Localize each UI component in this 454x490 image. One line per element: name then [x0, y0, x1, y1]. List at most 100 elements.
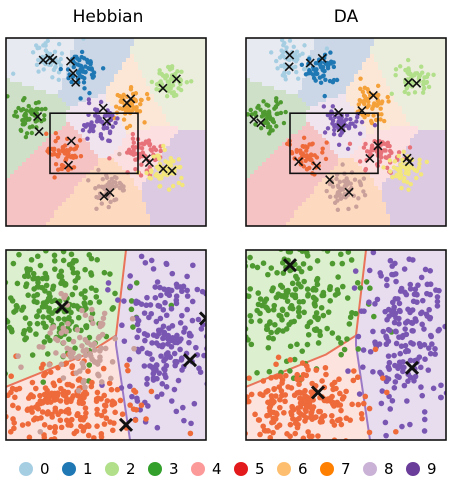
data-point	[424, 290, 430, 297]
data-point	[321, 104, 327, 109]
data-point	[339, 283, 346, 290]
data-point	[329, 451, 335, 457]
data-point	[330, 121, 335, 126]
data-point	[153, 362, 160, 368]
data-point	[418, 384, 424, 390]
data-point	[401, 149, 406, 155]
data-point	[184, 293, 191, 299]
data-point	[320, 74, 325, 79]
data-point	[318, 304, 325, 311]
data-point	[357, 285, 364, 291]
data-point	[325, 126, 331, 131]
data-point	[98, 379, 105, 385]
data-point	[254, 370, 260, 376]
data-point	[60, 375, 67, 381]
data-point	[347, 141, 353, 147]
data-point	[125, 367, 131, 374]
data-point	[36, 69, 41, 74]
data-point	[268, 393, 275, 399]
data-point	[130, 131, 136, 137]
data-point	[240, 280, 246, 286]
data-point	[297, 395, 303, 401]
data-point	[114, 386, 121, 393]
data-point	[214, 281, 220, 287]
data-point	[130, 136, 136, 141]
data-point	[406, 187, 411, 192]
data-point	[268, 265, 275, 271]
data-point	[406, 91, 411, 96]
data-point	[188, 420, 194, 427]
data-point	[119, 322, 125, 329]
data-point	[344, 295, 351, 301]
data-point	[48, 317, 55, 324]
data-point	[417, 364, 424, 371]
data-point	[71, 165, 77, 170]
data-point	[135, 327, 142, 334]
data-point	[292, 430, 299, 437]
data-point	[380, 328, 387, 335]
data-point	[74, 412, 80, 419]
data-point	[113, 104, 119, 109]
data-point	[37, 392, 43, 399]
data-point	[68, 251, 75, 258]
data-point	[142, 259, 149, 266]
data-point	[341, 346, 348, 353]
data-point	[166, 162, 171, 168]
data-point	[89, 72, 95, 78]
data-point	[409, 75, 414, 80]
data-point	[75, 314, 82, 321]
data-point	[350, 238, 356, 244]
data-point	[30, 50, 36, 55]
data-point	[294, 341, 300, 348]
data-point	[100, 176, 106, 182]
data-point	[169, 64, 175, 69]
data-point	[181, 329, 187, 335]
data-point	[142, 337, 148, 344]
legend: 0 1 2 3 4 5 6 7 8 9	[19, 460, 437, 478]
data-point	[366, 267, 373, 274]
data-point	[343, 438, 349, 440]
legend-swatch	[277, 462, 291, 476]
data-point	[322, 93, 327, 99]
data-point	[6, 392, 11, 399]
data-point	[247, 286, 254, 292]
data-point	[45, 227, 51, 233]
data-point	[51, 390, 58, 397]
data-point	[292, 420, 299, 427]
data-point	[178, 81, 183, 87]
data-point	[168, 155, 174, 161]
data-point	[282, 372, 289, 379]
data-point	[82, 75, 87, 81]
legend-label: 8	[384, 460, 394, 478]
data-point	[305, 145, 310, 150]
data-point	[274, 124, 279, 129]
data-point	[101, 402, 108, 409]
data-point	[393, 428, 399, 435]
data-point	[162, 367, 168, 373]
data-point	[276, 422, 283, 429]
data-point	[93, 396, 100, 402]
data-point	[348, 121, 353, 127]
data-point	[147, 363, 153, 369]
data-point	[130, 324, 136, 330]
data-point	[102, 186, 107, 192]
legend-swatch	[234, 462, 248, 476]
prototype-x-mark	[284, 62, 294, 72]
prototype-x-mark	[118, 417, 134, 432]
legend-item-1: 1	[62, 460, 93, 478]
data-point	[58, 361, 65, 368]
data-point	[282, 398, 288, 405]
data-point	[347, 314, 354, 321]
data-point	[352, 124, 358, 129]
data-point	[391, 385, 398, 391]
data-point	[162, 147, 167, 153]
data-point	[422, 356, 428, 362]
data-point	[416, 340, 423, 347]
data-point	[296, 299, 303, 305]
data-point	[381, 165, 386, 170]
data-point	[412, 90, 418, 95]
data-point	[113, 180, 118, 185]
data-point	[262, 112, 267, 118]
data-point	[425, 345, 432, 351]
data-point	[88, 444, 94, 450]
